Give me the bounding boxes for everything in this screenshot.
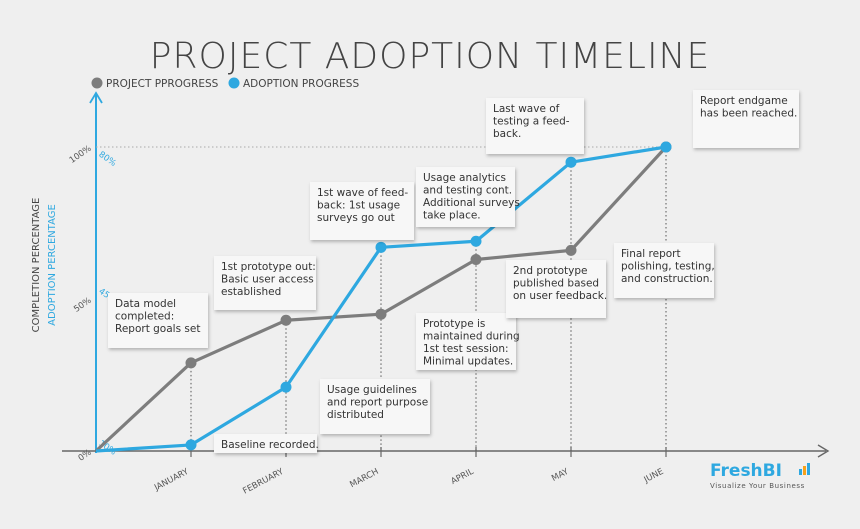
data-point-project [280, 314, 292, 326]
annotation-text: Report endgame [700, 95, 788, 107]
legend-label-project: PROJECT PPROGRESS [106, 78, 219, 90]
annotation-note: Baseline recorded. [214, 434, 319, 453]
logo-tagline: Visualize Your Business [710, 482, 805, 490]
annotation-note: 1st prototype out:Basic user accessestab… [214, 256, 316, 310]
adoption-tick-label: 80% [97, 150, 118, 169]
annotation-box [214, 434, 317, 453]
annotation-text: Basic user access [221, 274, 314, 286]
annotation-text: back. [493, 128, 521, 140]
annotation-text: established [221, 286, 281, 298]
annotation-text: polishing, testing, [621, 261, 715, 273]
x-tick-label: MARCH [348, 467, 380, 490]
annotation-text: 1st prototype out: [221, 261, 316, 273]
data-point-project [375, 308, 387, 320]
x-axis-arrow [817, 444, 830, 458]
annotation-text: Baseline recorded. [221, 439, 319, 451]
annotation-text: 1st wave of feed- [317, 187, 408, 199]
annotation-text: 1st test session: [423, 343, 509, 355]
annotation-text: surveys go out [317, 212, 395, 224]
annotation-text: Last wave of [493, 103, 560, 115]
data-point-project [470, 253, 482, 265]
annotation-box [310, 182, 414, 240]
annotation-text: and construction. [621, 273, 713, 285]
annotation-text: 2nd prototype [513, 265, 588, 277]
x-tick-label: FEBRUARY [241, 466, 286, 496]
annotation-box [486, 98, 584, 154]
annotation-note: 1st wave of feed-back: 1st usagesurveys … [310, 182, 414, 240]
annotation-box [416, 167, 515, 227]
annotation-text: Usage guidelines [327, 384, 417, 396]
annotation-text: and testing cont. [423, 185, 512, 197]
annotation-text: testing a feed- [493, 116, 570, 128]
annotation-text: Report goals set [115, 323, 200, 335]
logo-text: FreshBI [710, 461, 782, 481]
logo-bar-3 [807, 463, 810, 475]
annotation-box [108, 293, 208, 348]
annotation-text: Additional surveys [423, 197, 520, 209]
y-tick-label: 0% [77, 448, 94, 464]
legend: PROJECT PPROGRESS ADOPTION PROGRESS [91, 77, 359, 90]
annotation-text: Prototype is [423, 318, 485, 330]
annotation-text: Minimal updates. [423, 356, 513, 368]
data-point-adoption [375, 241, 387, 253]
x-tick-label: JANUARY [152, 466, 191, 493]
brand-logo: FreshBI Visualize Your Business [710, 461, 810, 490]
annotation-text: back: 1st usage [317, 200, 400, 212]
logo-bar-2 [803, 466, 806, 475]
annotation-text: published based [513, 278, 599, 290]
legend-marker-project [91, 77, 103, 89]
annotation-text: on user feedback. [513, 290, 607, 302]
annotation-text: Final report [621, 248, 681, 260]
annotation-text: Usage analytics [423, 172, 506, 184]
y-tick-label: 50% [72, 296, 93, 315]
annotation-text: and report purpose [327, 397, 428, 409]
annotation-text: maintained during [423, 331, 520, 343]
chart-title: PROJECT ADOPTION TIMELINE [150, 36, 710, 77]
y-axis-arrow [89, 91, 103, 104]
logo-bar-1 [799, 469, 802, 475]
annotation-text: completed: [115, 311, 174, 323]
data-point-adoption [565, 156, 577, 168]
x-tick-label: JUNE [642, 467, 666, 486]
annotation-text: has been reached. [700, 108, 797, 120]
data-point-adoption [470, 235, 482, 247]
series-lines [94, 141, 672, 453]
data-point-adoption [660, 141, 672, 153]
data-point-adoption [280, 381, 292, 393]
annotation-box [320, 379, 430, 434]
y-tick-label: 100% [68, 144, 94, 166]
data-point-project [565, 244, 577, 256]
annotation-box [214, 256, 316, 310]
x-tick-label: APRIL [449, 467, 475, 487]
annotation-box [614, 243, 714, 298]
y-axis-title-adoption: ADOPTION PERCENTAGE [47, 204, 58, 326]
annotation-text: Data model [115, 298, 176, 310]
annotation-box [416, 313, 516, 370]
data-point-adoption [185, 439, 197, 451]
data-point-project [185, 357, 197, 369]
legend-label-adoption: ADOPTION PROGRESS [243, 78, 359, 90]
y-axis-title: COMPLETION PERCENTAGE [31, 198, 42, 333]
annotation-text: take place. [423, 210, 481, 222]
annotation-box [506, 260, 606, 318]
legend-marker-adoption [228, 77, 240, 89]
x-tick-label: MAY [550, 466, 571, 484]
annotation-box [693, 90, 799, 148]
annotation-text: distributed [327, 409, 384, 421]
